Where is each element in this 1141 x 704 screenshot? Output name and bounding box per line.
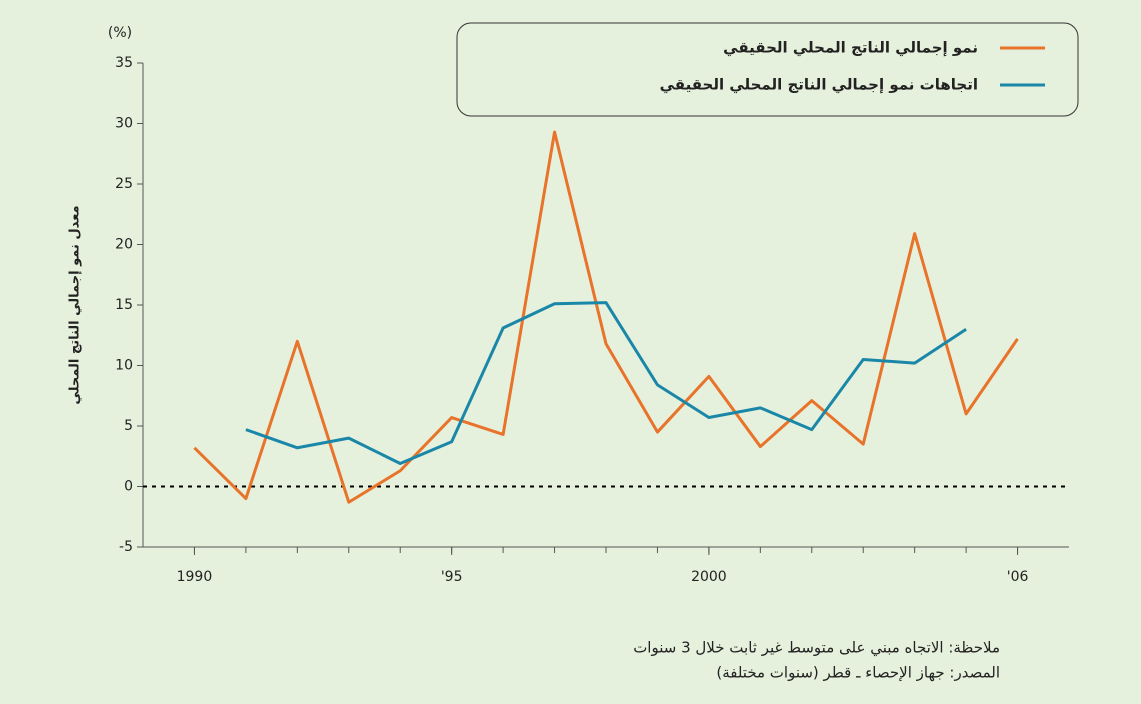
y-tick-label: 15 (115, 297, 133, 313)
y-tick-label: 30 (115, 116, 133, 132)
legend-box (456, 22, 1079, 117)
y-axis-label: معدل نمو إجمالي الناتج المحلي (68, 205, 83, 404)
y-tick-label: 25 (115, 176, 133, 192)
x-tick-label: 1990 (177, 569, 213, 585)
legend-label: نمو إجمالي الناتج المحلي الحقيقي (723, 39, 978, 57)
y-tick-label: 0 (124, 479, 133, 495)
note: ملاحظة: الاتجاه مبني على متوسط غير ثابت … (633, 639, 1000, 658)
x-tick-label: 2000 (691, 569, 727, 585)
legend-label: اتجاهات نمو إجمالي الناتج المحلي الحقيقي (660, 76, 978, 94)
y-tick-label: 35 (115, 55, 133, 71)
x-tick-label: '06 (1007, 569, 1029, 585)
y-unit: (%) (108, 25, 132, 41)
source: المصدر: جهاز الإحصاء ـ قطر (سنوات مختلفة… (716, 664, 1000, 682)
y-tick-label: 20 (115, 237, 133, 253)
series-line (245, 301, 967, 466)
x-tick-label: '95 (441, 569, 463, 585)
y-tick-label: -5 (119, 539, 133, 555)
y-tick-label: 10 (115, 358, 133, 374)
y-tick-label: 5 (124, 418, 133, 434)
series-line (193, 130, 1019, 504)
